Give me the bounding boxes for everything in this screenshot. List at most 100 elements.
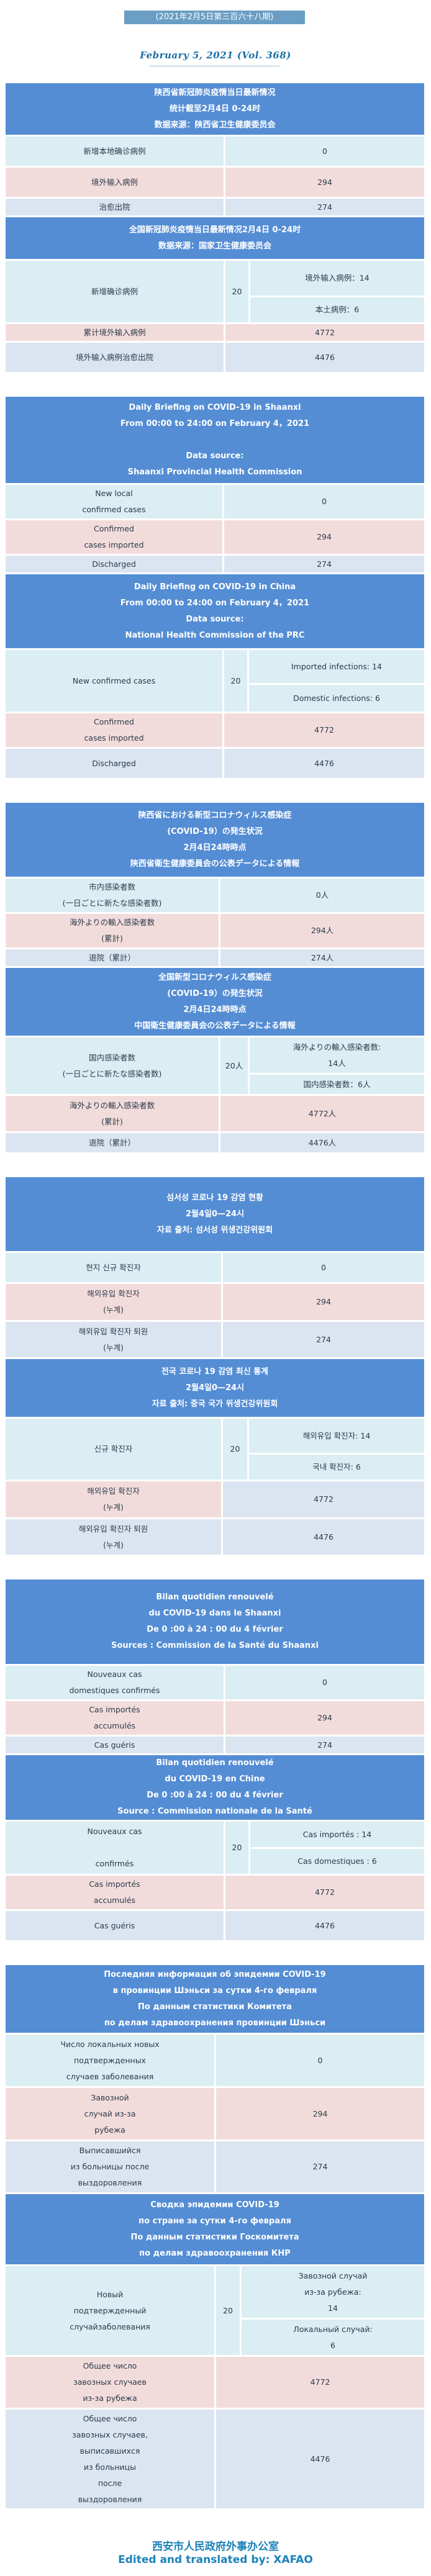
row-label: Confirmed cases imported bbox=[6, 713, 222, 747]
header-line: De 0 :00 à 24 : 00 du 4 février bbox=[147, 1625, 283, 1634]
row-value: 274人 bbox=[220, 949, 424, 966]
row-value: 274 bbox=[225, 199, 424, 215]
row-label: Cas guéris bbox=[6, 1911, 224, 1940]
row-label: Выписавшийся из больницы после выздоровл… bbox=[6, 2141, 214, 2192]
row-label: New confirmed cases bbox=[6, 650, 222, 712]
sub-value: 本土病例：6 bbox=[250, 297, 424, 322]
row-value: 294人 bbox=[220, 914, 424, 947]
row-value: 20 bbox=[225, 1822, 248, 1874]
table-row: 海外よりの輸入感染者数 (累計) 4772人 bbox=[6, 1096, 424, 1131]
row-label: Общее число завозных случаев, выписавших… bbox=[6, 2410, 214, 2508]
header-line: Source : Commission nationale de la Sant… bbox=[117, 1807, 312, 1816]
sub-value: 해외유입 확진자: 14 bbox=[249, 1419, 424, 1453]
briefing-section: Bilan quotidien renouvelé du COVID-19 dan… bbox=[6, 1579, 424, 1753]
section-header: 섬서성 코로나 19 감염 현황 2월4일0—24시 자료 출처: 섬서성 위생건강… bbox=[6, 1177, 424, 1251]
row-value: 294 bbox=[223, 1284, 424, 1320]
row-value: 0 bbox=[225, 137, 424, 166]
footer-credit: Edited and translated by: XAFAO bbox=[118, 2554, 313, 2566]
row-value: 4476 bbox=[225, 1911, 424, 1940]
row-label: 新增本地确诊病例 bbox=[6, 137, 224, 166]
section-header: 全国新冠肺炎疫情当日最新情况2月4日 0-24时 数据来源：国家卫生健康委员会 bbox=[6, 217, 424, 259]
briefing-section: 全国新冠肺炎疫情当日最新情况2月4日 0-24时 数据来源：国家卫生健康委员会 新增… bbox=[6, 217, 424, 372]
header-line: 2月4日24時時点 bbox=[183, 843, 247, 852]
briefing-section: Daily Briefing on COVID-19 in China From … bbox=[6, 574, 424, 778]
section-group: Daily Briefing on COVID-19 in Shaanxi Fro… bbox=[6, 397, 424, 778]
header-line: Daily Briefing on COVID-19 in Shaanxi bbox=[129, 402, 301, 412]
header-line: по делам здравоохранения провинции Шэньс… bbox=[104, 2018, 326, 2028]
issue-badge: (2021年2月5日第三百六十八期) bbox=[124, 11, 305, 24]
section-header: Bilan quotidien renouvelé du COVID-19 en … bbox=[6, 1755, 424, 1820]
table-row: 海外よりの輸入感染者数 (累計) 294人 bbox=[6, 914, 424, 947]
section-header: Последняя информация об эпидемии COVID-1… bbox=[6, 1965, 424, 2033]
section-header: Bilan quotidien renouvelé du COVID-19 dan… bbox=[6, 1579, 424, 1664]
header-line: Bilan quotidien renouvelé bbox=[156, 1758, 274, 1768]
briefing-section: 陕西省新冠肺炎疫情当日最新情况 统计截至2月4日 0-24时 数据来源：陕西省卫生健… bbox=[6, 83, 424, 215]
row-value: 20 bbox=[224, 650, 247, 712]
table-row: 市内感染者数 (一日ごとに新たな感染者数) 0人 bbox=[6, 879, 424, 912]
table-row: Общее число завозных случаев из-за рубеж… bbox=[6, 2357, 424, 2408]
header-line: 2월4일0—24시 bbox=[185, 1209, 245, 1219]
row-label: 新增确诊病例 bbox=[6, 261, 224, 322]
section-header: Daily Briefing on COVID-19 in China From … bbox=[6, 574, 424, 648]
header-line: по делам здравоохранения КНР bbox=[139, 2248, 291, 2258]
sub-value: Domestic infections: 6 bbox=[249, 685, 424, 712]
briefing-section: Daily Briefing on COVID-19 in Shaanxi Fro… bbox=[6, 397, 424, 572]
row-label: 현지 신규 확진자 bbox=[6, 1253, 221, 1282]
header-line bbox=[6, 432, 424, 448]
header-line: du COVID-19 en Chine bbox=[165, 1774, 265, 1784]
header-line: 全国新型コロナウィルス感染症 bbox=[158, 972, 271, 982]
header-line: Sources : Commission de la Santé du Shaa… bbox=[111, 1641, 319, 1650]
header-line: Data source: bbox=[186, 451, 244, 461]
section-header: 全国新型コロナウィルス感染症 (COVID-19）の発生状況 2月4日24時時点中国… bbox=[6, 968, 424, 1036]
row-value: 4772 bbox=[225, 324, 424, 341]
row-label: Завозной случай из-за рубежа bbox=[6, 2088, 214, 2140]
row-label: 해외유입 확진자 (누계) bbox=[6, 1481, 221, 1517]
header-line: Bilan quotidien renouvelé bbox=[156, 1593, 274, 1602]
table-row: 境外输入病例治愈出院 4476 bbox=[6, 343, 424, 372]
section-group: Последняя информация об эпидемии COVID-1… bbox=[6, 1965, 424, 2508]
table-row: 현지 신규 확진자 0 bbox=[6, 1253, 424, 1282]
header-line: Data source: bbox=[186, 614, 244, 624]
sub-value: Локальный случай: 6 bbox=[242, 2320, 424, 2355]
header-line: 陝西省衛生健康委員会の公表データによる情報 bbox=[130, 859, 300, 869]
header-line: (COVID-19）の発生状況 bbox=[167, 988, 263, 998]
table-row: Nouveaux cas confirmés 20 Cas importés : 1… bbox=[6, 1822, 424, 1874]
section-group: Bilan quotidien renouvelé du COVID-19 dan… bbox=[6, 1579, 424, 1940]
row-label: Discharged bbox=[6, 749, 222, 778]
row-value: 20 bbox=[223, 1419, 247, 1480]
issue-subtitle: February 5, 2021 (Vol. 368) bbox=[140, 50, 291, 61]
row-label: Число локальных новых подтвержденных слу… bbox=[6, 2035, 214, 2086]
sub-value: Imported infections: 14 bbox=[249, 650, 424, 683]
header-line: 자료 출처: 섬서성 위생건강위원회 bbox=[157, 1225, 273, 1235]
table-row: Число локальных новых подтвержденных слу… bbox=[6, 2035, 424, 2086]
table-row: Новый подтвержденный случайзаболевания 20… bbox=[6, 2266, 424, 2355]
section-header: Сводка эпидемии COVID-19 по стране за сут… bbox=[6, 2194, 424, 2264]
table-row: 国内感染者数 (一日ごとに新たな感染者数) 20人 海外よりの輸入感染者数: 14人… bbox=[6, 1037, 424, 1094]
row-label: 신규 확진자 bbox=[6, 1419, 221, 1480]
section-header: Daily Briefing on COVID-19 in Shaanxi Fro… bbox=[6, 397, 424, 483]
header-line: в провинции Шэньси за сутки 4-го февраля bbox=[112, 1986, 317, 1995]
header-line: 2月4日24時時点 bbox=[183, 1005, 247, 1015]
header-line: 전국 코로나 19 감염 최신 통계 bbox=[161, 1367, 269, 1376]
header-line: (COVID-19）の発生状況 bbox=[167, 826, 263, 836]
header-line: По данным статистики Комитета bbox=[138, 2002, 292, 2012]
table-row: 해외유입 확진자 퇴원 (누계) 4476 bbox=[6, 1519, 424, 1555]
section-group: 陝西省における新型コロナウィルス感染症 (COVID-19）の発生状況 2月4日24… bbox=[6, 803, 424, 1152]
row-label: 해외유입 확진자 (누계) bbox=[6, 1284, 221, 1320]
row-label: 市内感染者数 (一日ごとに新たな感染者数) bbox=[6, 879, 219, 912]
briefing-tables: 陕西省新冠肺炎疫情当日最新情况 统计截至2月4日 0-24时 数据来源：陕西省卫生健… bbox=[6, 83, 424, 2533]
row-value: 294 bbox=[225, 168, 424, 197]
row-label: Confirmed cases imported bbox=[6, 520, 222, 554]
row-label: 境外输入病例治愈出院 bbox=[6, 343, 224, 372]
row-label: Новый подтвержденный случайзаболевания bbox=[6, 2266, 214, 2355]
header-line: 2월4일0—24시 bbox=[185, 1383, 245, 1393]
section-group: 섬서성 코로나 19 감염 현황 2월4일0—24시 자료 출처: 섬서성 위생건강… bbox=[6, 1177, 424, 1555]
row-value: 4772 bbox=[216, 2357, 424, 2408]
row-value: 4476 bbox=[223, 1519, 424, 1555]
header-line: 中国衛生健康委員会の公表データによる情報 bbox=[134, 1021, 296, 1031]
row-value: 4476 bbox=[216, 2410, 424, 2508]
row-value: 20 bbox=[216, 2266, 240, 2355]
header-line: National Health Commission of the PRC bbox=[125, 630, 305, 640]
row-value: 274 bbox=[216, 2141, 424, 2192]
row-label: 退院（累計） bbox=[6, 1133, 219, 1152]
